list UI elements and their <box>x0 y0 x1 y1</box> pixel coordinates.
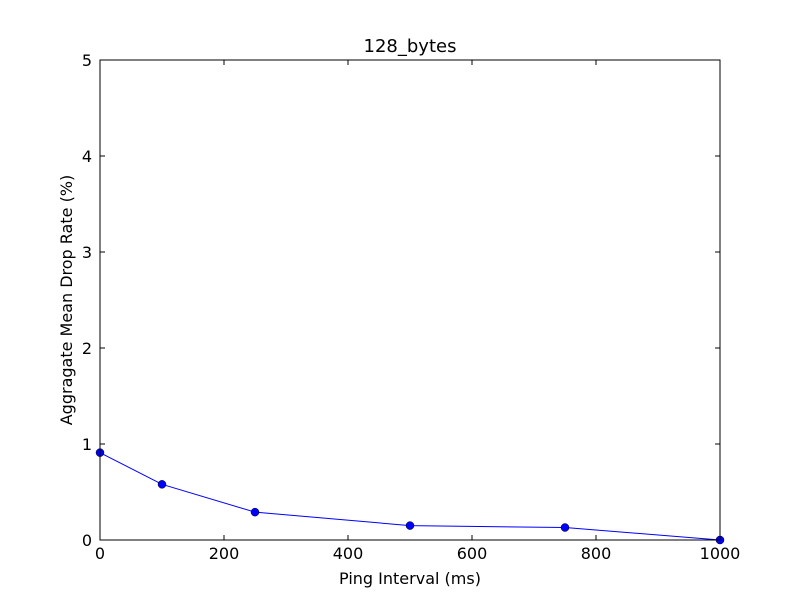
x-tick-label: 1000 <box>700 544 741 563</box>
data-point <box>157 480 167 489</box>
data-point <box>250 507 260 517</box>
chart-title: 128_bytes <box>364 36 457 57</box>
y-axis-label: Aggragate Mean Drop Rate (%) <box>57 175 76 426</box>
y-tick-label: 1 <box>82 435 92 454</box>
x-tick-label: 200 <box>209 544 240 563</box>
x-tick-label: 600 <box>457 544 488 563</box>
x-axis-label: Ping Interval (ms) <box>339 569 481 588</box>
y-tick-label: 0 <box>82 531 92 550</box>
data-point <box>560 523 570 532</box>
x-tick-label: 0 <box>95 544 105 563</box>
y-axis-ticks: 0 1 2 3 4 5 <box>82 51 720 550</box>
y-tick-label: 3 <box>82 243 92 262</box>
y-tick-label: 2 <box>82 339 92 358</box>
x-tick-label: 800 <box>581 544 612 563</box>
x-tick-label: 400 <box>333 544 364 563</box>
x-axis-ticks: 0 200 400 600 800 1000 <box>95 60 740 563</box>
series-line <box>99 452 721 541</box>
plot-frame <box>99 59 721 541</box>
y-tick-label: 4 <box>82 147 92 166</box>
plot-series-group <box>95 448 725 545</box>
data-point <box>405 521 415 530</box>
y-tick-label: 5 <box>82 51 92 70</box>
